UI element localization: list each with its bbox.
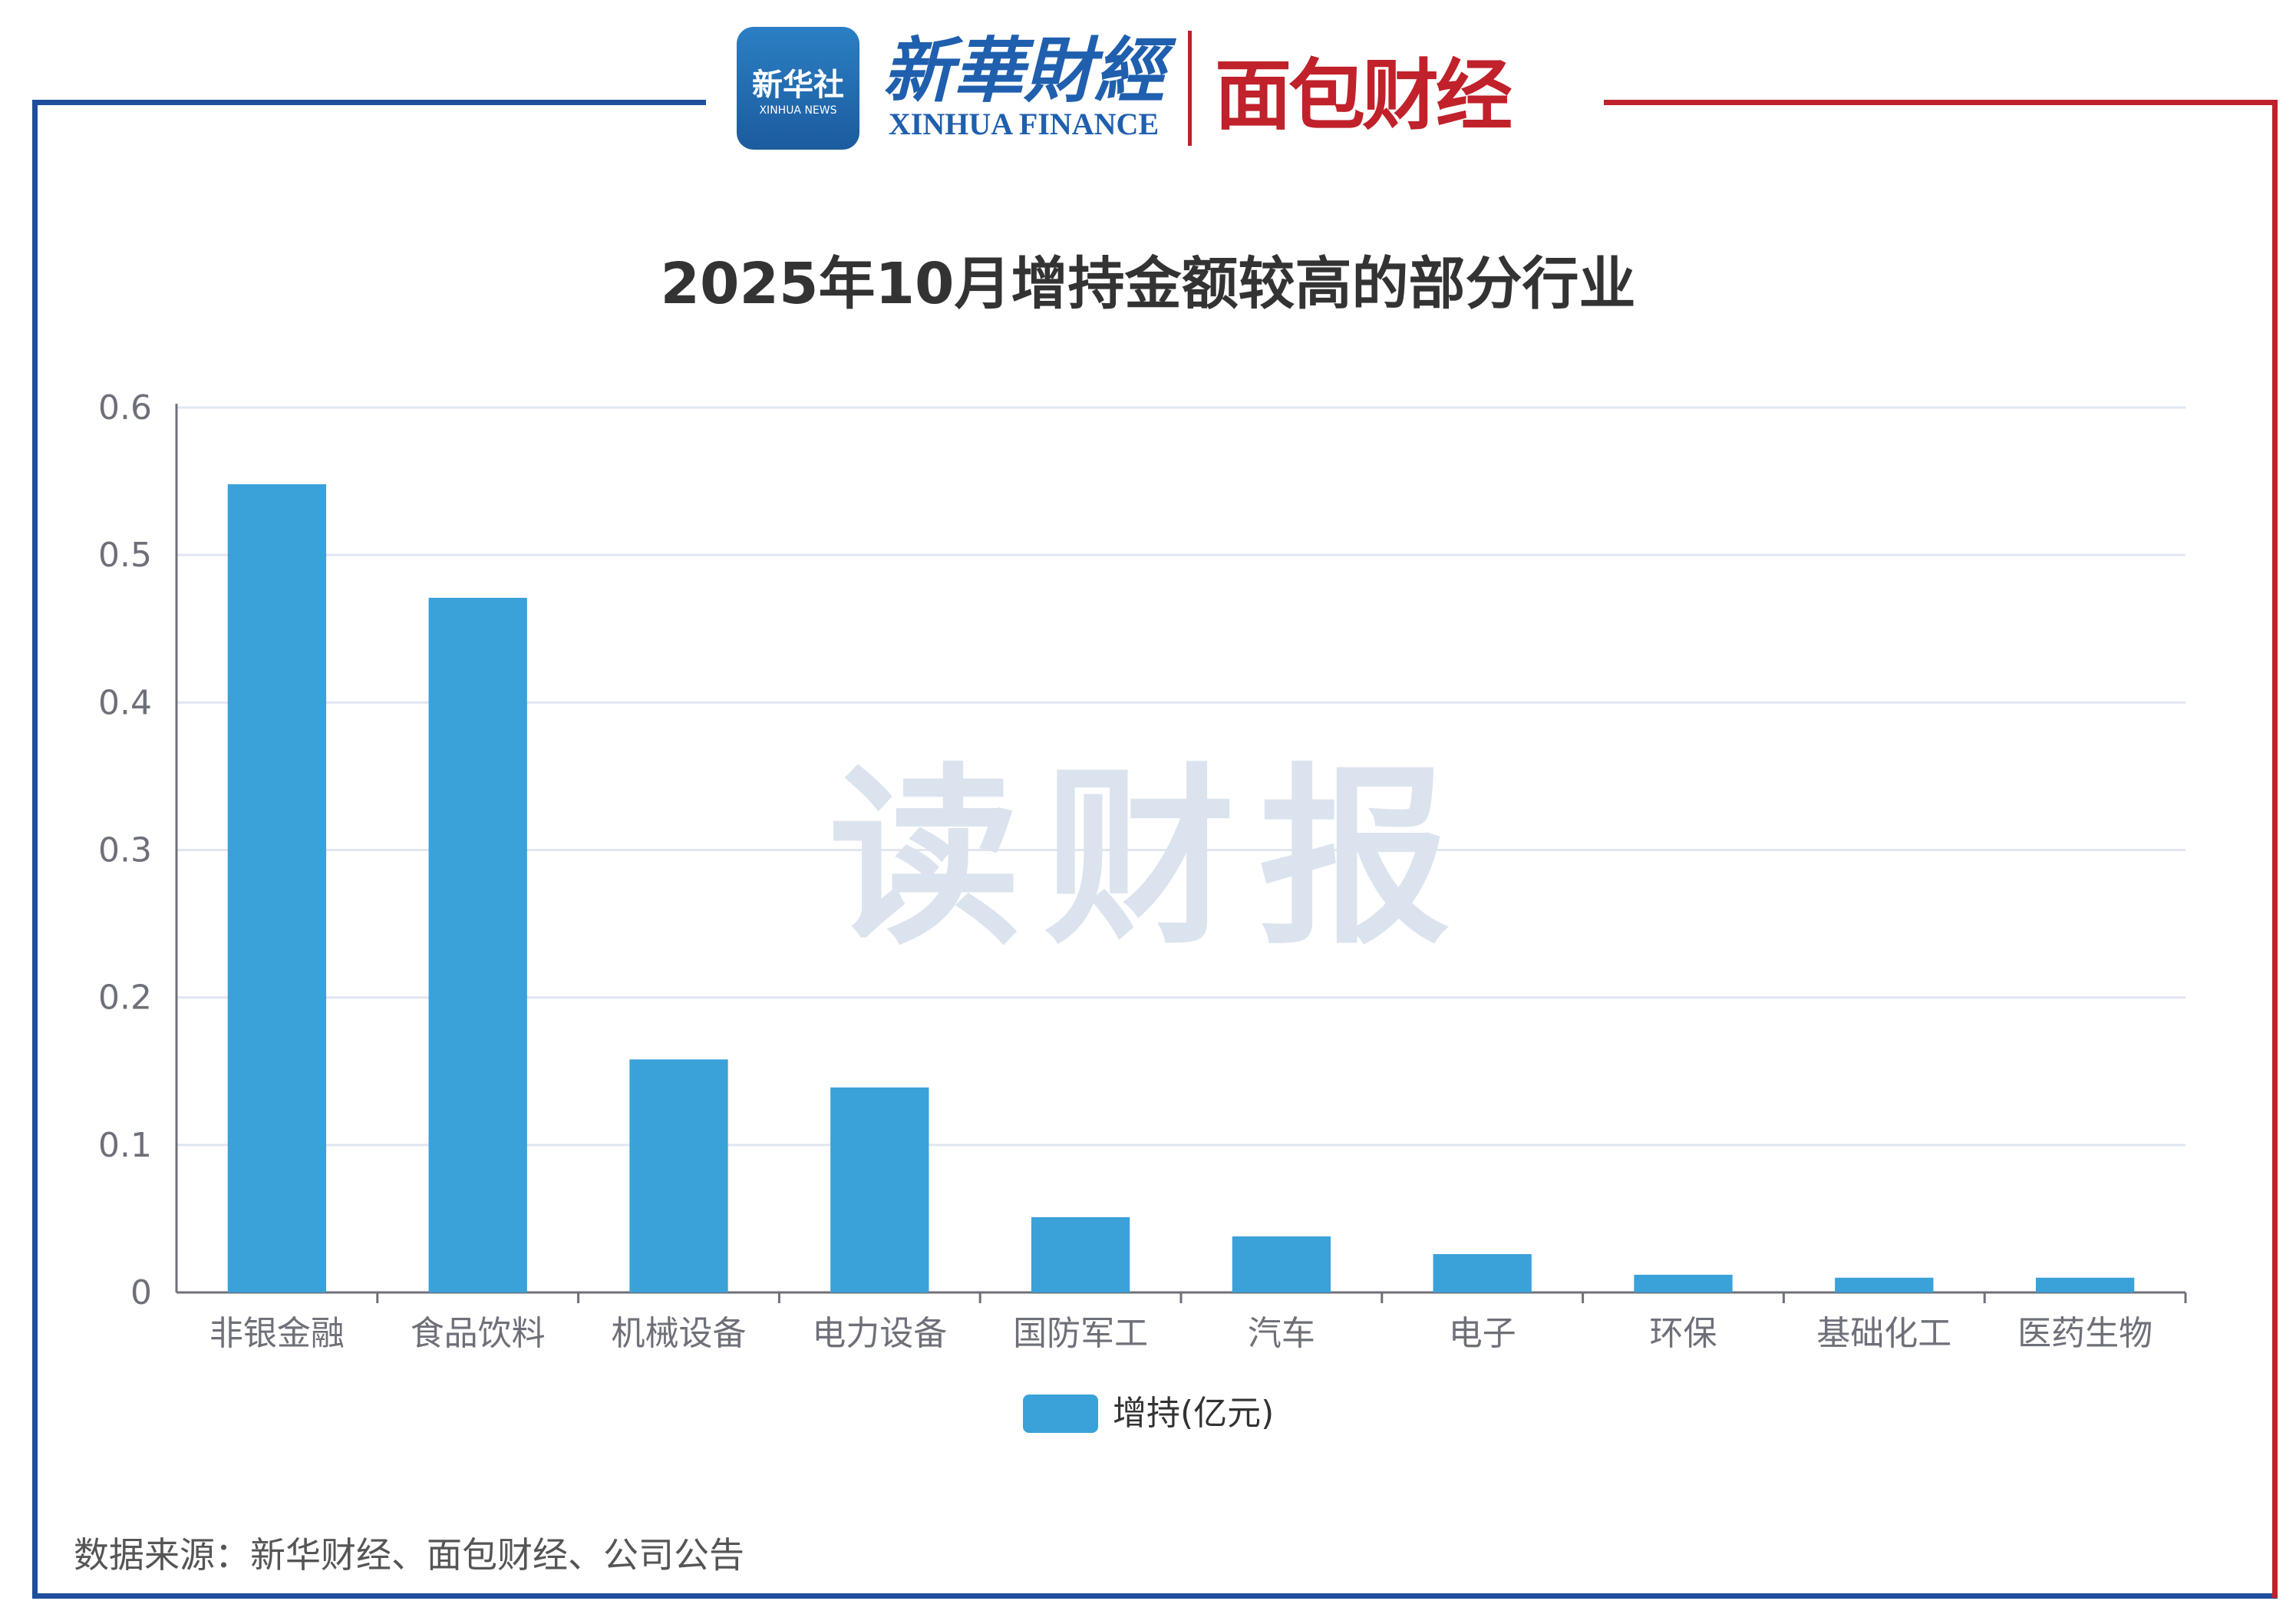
x-tick-label: 医药生物 <box>2017 1314 2152 1353</box>
mianbao-logo: 面包财经 <box>1215 50 1513 140</box>
bar-9 <box>2035 1277 2135 1292</box>
chart-title: 2025年10月增持金额较高的部分行业 <box>660 251 1636 317</box>
y-tick-label: 0.2 <box>98 979 152 1018</box>
bar-8 <box>1835 1277 1934 1292</box>
bar-7 <box>1634 1274 1733 1292</box>
bar-4 <box>1031 1216 1130 1292</box>
frame-border-bottom <box>32 1593 2278 1599</box>
y-tick-label: 0.3 <box>98 831 152 870</box>
xinhua-finance-logo: 新華財經 XINHUA FINANCE <box>882 28 1166 141</box>
x-tick-label: 汽车 <box>1248 1314 1315 1353</box>
bar-6 <box>1433 1254 1532 1292</box>
frame-border-left-top <box>32 100 706 105</box>
y-tick-label: 0.6 <box>98 388 152 427</box>
bar-0 <box>227 484 327 1292</box>
y-tick-label: 0.5 <box>98 536 152 575</box>
bar-2 <box>629 1059 728 1292</box>
y-tick-label: 0 <box>130 1273 152 1312</box>
x-tick-label: 食品饮料 <box>411 1314 546 1353</box>
watermark: 读财报 <box>829 747 1473 970</box>
x-tick-label: 环保 <box>1650 1314 1717 1353</box>
x-tick-label: 基础化工 <box>1816 1314 1951 1353</box>
legend-swatch <box>1023 1395 1098 1433</box>
data-source: 数据来源：新华财经、面包财经、公司公告 <box>74 1534 744 1576</box>
x-tick-label: 电子 <box>1449 1314 1516 1353</box>
y-tick-label: 0.4 <box>98 683 152 722</box>
bar-1 <box>428 597 527 1292</box>
x-tick-label: 国防军工 <box>1013 1314 1148 1353</box>
x-tick-label: 电力设备 <box>812 1314 947 1353</box>
bar-5 <box>1232 1236 1331 1292</box>
frame-border-right-top <box>1604 100 2278 105</box>
frame-border-right <box>2272 100 2278 1598</box>
legend-label: 增持(亿元) <box>1113 1394 1274 1433</box>
xinhua-news-logo: 新华社 XINHUA NEWS <box>737 27 859 150</box>
logo-divider <box>1188 31 1193 146</box>
x-tick-label: 非银金融 <box>209 1314 345 1353</box>
frame-border-left <box>32 100 38 1598</box>
header-logos: 新华社 XINHUA NEWS 新華財經 XINHUA FINANCE 面包财经 <box>737 23 1513 153</box>
y-tick-label: 0.1 <box>98 1126 152 1165</box>
bar-3 <box>830 1087 929 1292</box>
x-tick-label: 机械设备 <box>612 1314 747 1353</box>
